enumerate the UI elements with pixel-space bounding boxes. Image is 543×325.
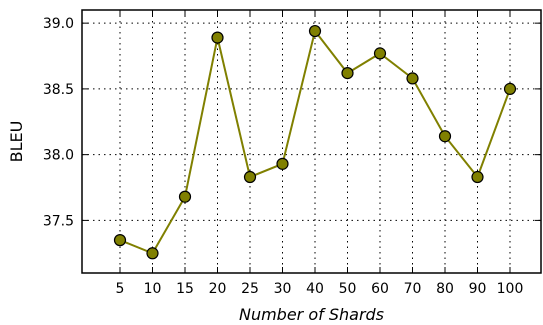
x-tick-label: 25 xyxy=(241,281,259,297)
y-tick-label: 38.0 xyxy=(43,148,74,164)
x-tick-label: 80 xyxy=(436,281,454,297)
ticks-layer: 5 10 15 20 25 30 40 50 60 70 80 90 100 37.5 38.0 38.5 39… xyxy=(43,10,541,297)
data-point xyxy=(373,47,387,60)
x-tick-label: 5 xyxy=(116,281,125,297)
x-axis-title: Number of Shards xyxy=(239,305,384,324)
data-point xyxy=(178,190,192,203)
x-tick-label: 20 xyxy=(209,281,227,297)
y-axis-title: BLEU xyxy=(7,121,26,163)
plot-frame xyxy=(81,9,542,274)
data-point xyxy=(308,24,322,38)
data-point xyxy=(113,234,127,247)
x-tick-label: 90 xyxy=(469,281,487,297)
y-tick-label: 37.5 xyxy=(43,213,74,229)
series-layer xyxy=(113,24,517,260)
data-point xyxy=(276,157,289,170)
x-tick-label: 70 xyxy=(404,281,422,297)
x-tick-label: 30 xyxy=(274,281,292,297)
x-tick-label: 40 xyxy=(306,281,324,297)
y-tick-label: 39.0 xyxy=(43,16,74,32)
data-point xyxy=(503,82,517,96)
data-point xyxy=(471,170,484,184)
y-tick-label: 38.5 xyxy=(43,82,74,98)
x-tick-label: 15 xyxy=(176,281,194,297)
x-tick-label: 50 xyxy=(339,281,357,297)
data-point xyxy=(438,130,452,143)
data-point xyxy=(146,247,159,260)
data-point xyxy=(406,72,419,85)
data-point xyxy=(341,67,354,80)
x-tick-label: 60 xyxy=(371,281,389,297)
x-tick-label: 100 xyxy=(497,281,524,297)
x-tick-label: 10 xyxy=(144,281,162,297)
data-point xyxy=(243,170,257,184)
data-point xyxy=(211,31,224,44)
